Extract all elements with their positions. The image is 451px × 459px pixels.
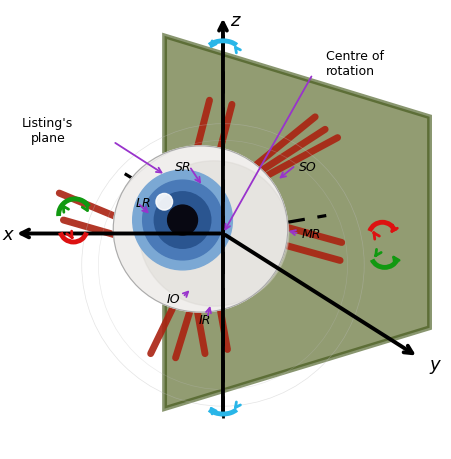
Text: IR: IR bbox=[198, 313, 211, 326]
Text: z: z bbox=[229, 12, 239, 30]
Text: SO: SO bbox=[299, 160, 316, 173]
Circle shape bbox=[167, 206, 197, 235]
Ellipse shape bbox=[113, 146, 287, 313]
Text: x: x bbox=[2, 226, 13, 244]
Text: y: y bbox=[428, 355, 439, 373]
Text: MR: MR bbox=[301, 228, 320, 241]
Text: IO: IO bbox=[166, 292, 180, 305]
Circle shape bbox=[154, 192, 210, 249]
Text: Centre of
rotation: Centre of rotation bbox=[326, 50, 383, 78]
Circle shape bbox=[156, 194, 172, 211]
Text: LR: LR bbox=[135, 196, 151, 209]
Text: SR: SR bbox=[175, 160, 191, 173]
Ellipse shape bbox=[139, 162, 288, 307]
Circle shape bbox=[133, 171, 232, 270]
Polygon shape bbox=[164, 37, 428, 409]
Text: Listing's
plane: Listing's plane bbox=[22, 117, 74, 145]
Circle shape bbox=[143, 181, 222, 260]
